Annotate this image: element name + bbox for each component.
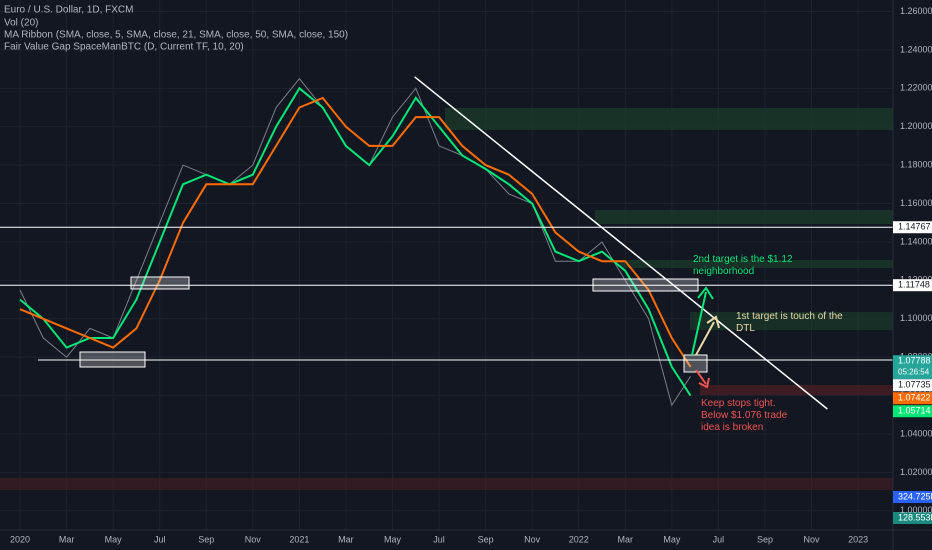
y-tick-label: 1.10000 [900, 313, 932, 323]
annotation: Keep stops tight. Below $1.076 trade ide… [701, 398, 788, 433]
y-tick-label: 1.24000 [900, 44, 932, 54]
countdown: 05:26:54 [898, 367, 930, 376]
annotation-text: 2nd target is the $1.12 neighborhood [693, 254, 793, 277]
volume-badge [893, 512, 932, 524]
indicator-label: Vol (20) [4, 18, 38, 29]
arrow-head [706, 315, 720, 329]
volume-badge [893, 491, 932, 503]
indicator-label: MA Ribbon (SMA, close, 5, SMA, close, 21… [4, 30, 348, 41]
x-tick-label: Sep [757, 534, 773, 544]
price-label: 1.07422 [898, 393, 931, 403]
annotation: 1st target is touch of the DTL [736, 311, 843, 334]
arrow [691, 291, 707, 356]
level-label: 1.11748 [898, 280, 930, 290]
fvg-zone [690, 312, 893, 330]
fvg-zone [595, 210, 893, 224]
x-tick-label: May [105, 534, 123, 544]
y-tick-label: 1.20000 [900, 121, 932, 131]
y-tick-label: 1.22000 [900, 83, 932, 93]
indicator-label: Fair Value Gap SpaceManBTC (D, Current T… [4, 42, 244, 53]
x-tick-label: May [663, 534, 681, 544]
annotation-text: Keep stops tight. Below $1.076 trade ide… [701, 398, 788, 433]
chart-title: Euro / U.S. Dollar, 1D, FXCM [4, 5, 133, 16]
series-line [19, 86, 692, 397]
arrow [695, 321, 715, 356]
annotation: 2nd target is the $1.12 neighborhood [693, 254, 793, 277]
level-box [683, 354, 708, 373]
price-badge [893, 392, 932, 405]
x-tick-label: Sep [198, 534, 214, 544]
annotation-text: 1st target is touch of the DTL [736, 311, 843, 334]
level-box [592, 278, 699, 292]
fvg-zone [0, 478, 893, 490]
x-tick-label: Nov [245, 534, 262, 544]
y-tick-label: 1.02000 [900, 467, 932, 477]
price-badge [893, 355, 932, 380]
x-tick-label: 2023 [848, 534, 868, 544]
y-tick-label: 1.16000 [900, 198, 932, 208]
x-tick-label: Mar [618, 534, 634, 544]
x-tick-label: 2022 [569, 534, 589, 544]
plot [0, 76, 893, 410]
x-tick-label: Jul [433, 534, 445, 544]
price-label: 1.07788 [898, 356, 931, 366]
arrow-head [697, 286, 714, 300]
arrow [695, 369, 707, 385]
x-tick-label: Mar [338, 534, 354, 544]
x-tick-label: Jul [154, 534, 166, 544]
price-badge [893, 405, 932, 418]
x-tick-label: Nov [804, 534, 821, 544]
x-tick-label: Mar [59, 534, 75, 544]
trendline [414, 76, 828, 410]
level-box [130, 276, 190, 290]
price-label: 1.07735 [898, 380, 931, 390]
x-tick-label: May [384, 534, 402, 544]
level-badge [893, 221, 932, 234]
x-tick-label: Nov [524, 534, 541, 544]
volume-label: 324.725K [898, 491, 932, 501]
series-line [19, 96, 692, 368]
level-badge [893, 279, 932, 292]
x-tick-label: 2020 [10, 534, 30, 544]
y-tick-label: 1.18000 [900, 160, 932, 170]
y-tick-label: 1.14000 [900, 236, 932, 246]
fvg-zone [620, 260, 893, 268]
volume-label: 128.553K [898, 512, 932, 522]
price-label: 1.05714 [898, 406, 931, 416]
y-tick-label: 1.00000 [900, 505, 932, 515]
level-label: 1.14767 [898, 222, 931, 232]
fvg-zone [700, 385, 893, 395]
fvg-zone [445, 108, 893, 130]
arrow-head [698, 377, 710, 389]
y-tick-label: 1.26000 [900, 6, 932, 16]
x-tick-label: Jul [713, 534, 725, 544]
x-tick-label: 2021 [289, 534, 309, 544]
price-badge [893, 379, 932, 392]
x-tick-label: Sep [478, 534, 494, 544]
y-tick-label: 1.04000 [900, 428, 932, 438]
